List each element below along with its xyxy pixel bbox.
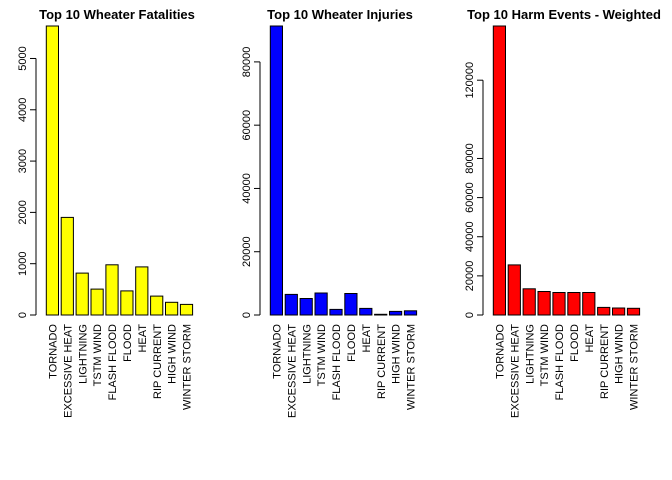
y-tick-label: 40000 bbox=[464, 221, 476, 252]
category-label: EXCESSIVE HEAT bbox=[62, 324, 74, 418]
category-label: FLOOD bbox=[569, 324, 581, 362]
chart-fatalities: Top 10 Wheater Fatalities TORNADO EXCESSI… bbox=[17, 7, 195, 418]
y-tick-label: 80000 bbox=[464, 143, 476, 174]
category-label: HIGH WIND bbox=[391, 324, 403, 384]
bar-lightning bbox=[299, 298, 313, 316]
chart-injuries: Top 10 Wheater Injuries TORNADO EXCESSIVE… bbox=[241, 7, 418, 418]
y-tick-label: 120000 bbox=[464, 62, 476, 99]
category-label: HEAT bbox=[584, 324, 596, 353]
category-label: RIP CURRENT bbox=[599, 324, 611, 399]
bar-flash-flood bbox=[552, 292, 566, 316]
category-label: FLASH FLOOD bbox=[107, 324, 119, 400]
y-tick-label: 2000 bbox=[17, 200, 29, 224]
y-tick-label: 60000 bbox=[464, 182, 476, 213]
category-label: WINTER STORM bbox=[629, 324, 641, 410]
bar-tstm-wind bbox=[314, 292, 328, 316]
chart-harm-weighted: Top 10 Harm Events - Weighted TORNADO EXC… bbox=[464, 7, 661, 418]
chart-title: Top 10 Wheater Fatalities bbox=[39, 7, 195, 22]
bar-flood bbox=[344, 293, 358, 316]
y-tick-label: 0 bbox=[17, 312, 29, 318]
bar-winter-storm bbox=[179, 303, 194, 316]
bar-winter-storm bbox=[403, 310, 418, 316]
category-label: HIGH WIND bbox=[614, 324, 626, 384]
bar-excessive-heat bbox=[507, 264, 521, 316]
bar-tornado bbox=[45, 25, 59, 316]
bar-tornado bbox=[269, 25, 283, 316]
y-tick-label: 4000 bbox=[17, 98, 29, 122]
category-label: EXCESSIVE HEAT bbox=[286, 324, 298, 418]
y-tick-label: 0 bbox=[241, 312, 253, 318]
y-tick-label: 5000 bbox=[17, 46, 29, 70]
bar-excessive-heat bbox=[60, 216, 74, 316]
category-label: WINTER STORM bbox=[406, 324, 418, 410]
y-tick-label: 80000 bbox=[241, 47, 253, 78]
category-label: TORNADO bbox=[48, 324, 60, 379]
category-label: RIP CURRENT bbox=[376, 324, 388, 399]
category-label: LIGHTNING bbox=[77, 324, 89, 384]
category-label: RIP CURRENT bbox=[152, 324, 164, 399]
category-label: LIGHTNING bbox=[301, 324, 313, 384]
y-tick-label: 1000 bbox=[17, 251, 29, 275]
bar-heat bbox=[135, 266, 149, 316]
bar-flash-flood bbox=[105, 264, 119, 316]
category-label: HIGH WIND bbox=[167, 324, 179, 384]
bar-flood bbox=[567, 292, 581, 316]
bar-tornado bbox=[492, 25, 506, 316]
category-label: HEAT bbox=[137, 324, 149, 353]
category-label: HEAT bbox=[361, 324, 373, 353]
category-label: TORNADO bbox=[494, 324, 506, 379]
chart-title: Top 10 Wheater Injuries bbox=[267, 7, 413, 22]
bar-high-wind bbox=[165, 301, 179, 316]
bar-high-wind bbox=[612, 307, 626, 316]
bar-flood bbox=[120, 290, 134, 316]
y-tick-label: 0 bbox=[464, 312, 476, 318]
category-label: TSTM WIND bbox=[92, 324, 104, 386]
bar-winter-storm bbox=[626, 307, 641, 316]
bar-excessive-heat bbox=[284, 293, 298, 316]
bar-tstm-wind bbox=[90, 288, 104, 316]
category-label: FLOOD bbox=[346, 324, 358, 362]
bar-rip-current bbox=[597, 306, 611, 316]
bar-flash-flood bbox=[329, 308, 343, 316]
bar-heat bbox=[359, 307, 373, 316]
bar-heat bbox=[582, 292, 596, 316]
category-label: FLASH FLOOD bbox=[554, 324, 566, 400]
category-label: TORNADO bbox=[271, 324, 283, 379]
y-tick-label: 20000 bbox=[464, 261, 476, 292]
y-tick-label: 40000 bbox=[241, 173, 253, 204]
bar-tstm-wind bbox=[537, 291, 551, 316]
category-label: WINTER STORM bbox=[182, 324, 194, 410]
y-tick-label: 20000 bbox=[241, 236, 253, 267]
chart-title: Top 10 Harm Events - Weighted bbox=[467, 7, 661, 22]
bar-high-wind bbox=[389, 310, 403, 316]
bar-lightning bbox=[522, 288, 536, 316]
category-label: TSTM WIND bbox=[316, 324, 328, 386]
category-label: LIGHTNING bbox=[524, 324, 536, 384]
y-tick-label: 3000 bbox=[17, 149, 29, 173]
category-label: FLOOD bbox=[122, 324, 134, 362]
category-label: EXCESSIVE HEAT bbox=[509, 324, 521, 418]
bar-rip-current bbox=[150, 295, 164, 316]
bar-rip-current bbox=[374, 313, 388, 316]
y-tick-label: 60000 bbox=[241, 110, 253, 141]
category-label: FLASH FLOOD bbox=[331, 324, 343, 400]
category-label: TSTM WIND bbox=[539, 324, 551, 386]
bar-lightning bbox=[75, 272, 89, 316]
